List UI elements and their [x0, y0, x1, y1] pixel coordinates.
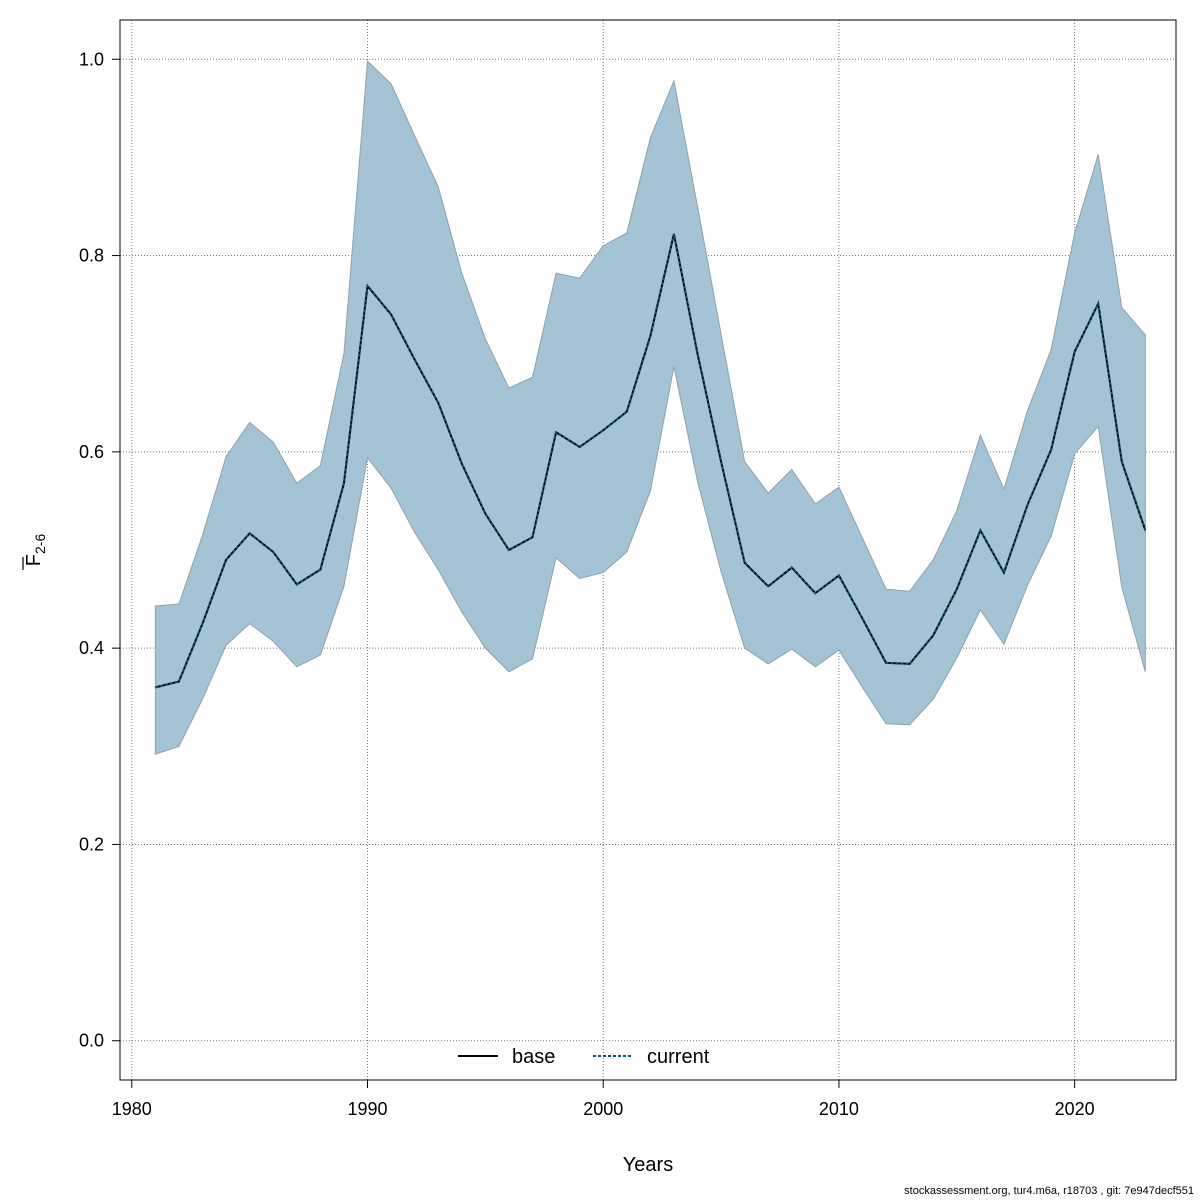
x-tick-label: 1980	[112, 1099, 152, 1119]
legend-label-current: current	[647, 1046, 710, 1068]
x-tick-label: 1990	[347, 1099, 387, 1119]
y-tick-label: 0.0	[79, 1031, 104, 1051]
y-axis-title-subscript: 2-6	[32, 534, 48, 554]
x-tick-label: 2010	[819, 1099, 859, 1119]
series-line-current	[155, 233, 1147, 689]
y-tick-label: 0.4	[79, 638, 104, 658]
y-tick-label: 0.2	[79, 834, 104, 854]
y-axis: 0.0 0.2 0.4 0.6 0.8 1.0	[79, 49, 120, 1051]
y-axis-title: F2-6	[22, 534, 48, 570]
x-tick-label: 2020	[1055, 1099, 1095, 1119]
y-axis-title-main: F	[23, 554, 45, 566]
svg-text:F2-6: F2-6	[23, 534, 48, 567]
x-axis: 1980 1990 2000 2010 2020	[112, 1080, 1095, 1119]
footer-credit: stockassessment.org, tur4.m6a, r18703 , …	[904, 1185, 1194, 1197]
legend: base current	[458, 1046, 710, 1068]
x-tick-label: 2000	[583, 1099, 623, 1119]
x-axis-title: Years	[623, 1154, 673, 1176]
confidence-band	[154, 60, 1146, 755]
y-tick-label: 1.0	[79, 49, 104, 69]
y-tick-label: 0.8	[79, 246, 104, 266]
legend-label-base: base	[512, 1046, 555, 1068]
y-tick-label: 0.6	[79, 442, 104, 462]
plot-frame	[119, 19, 1177, 1081]
